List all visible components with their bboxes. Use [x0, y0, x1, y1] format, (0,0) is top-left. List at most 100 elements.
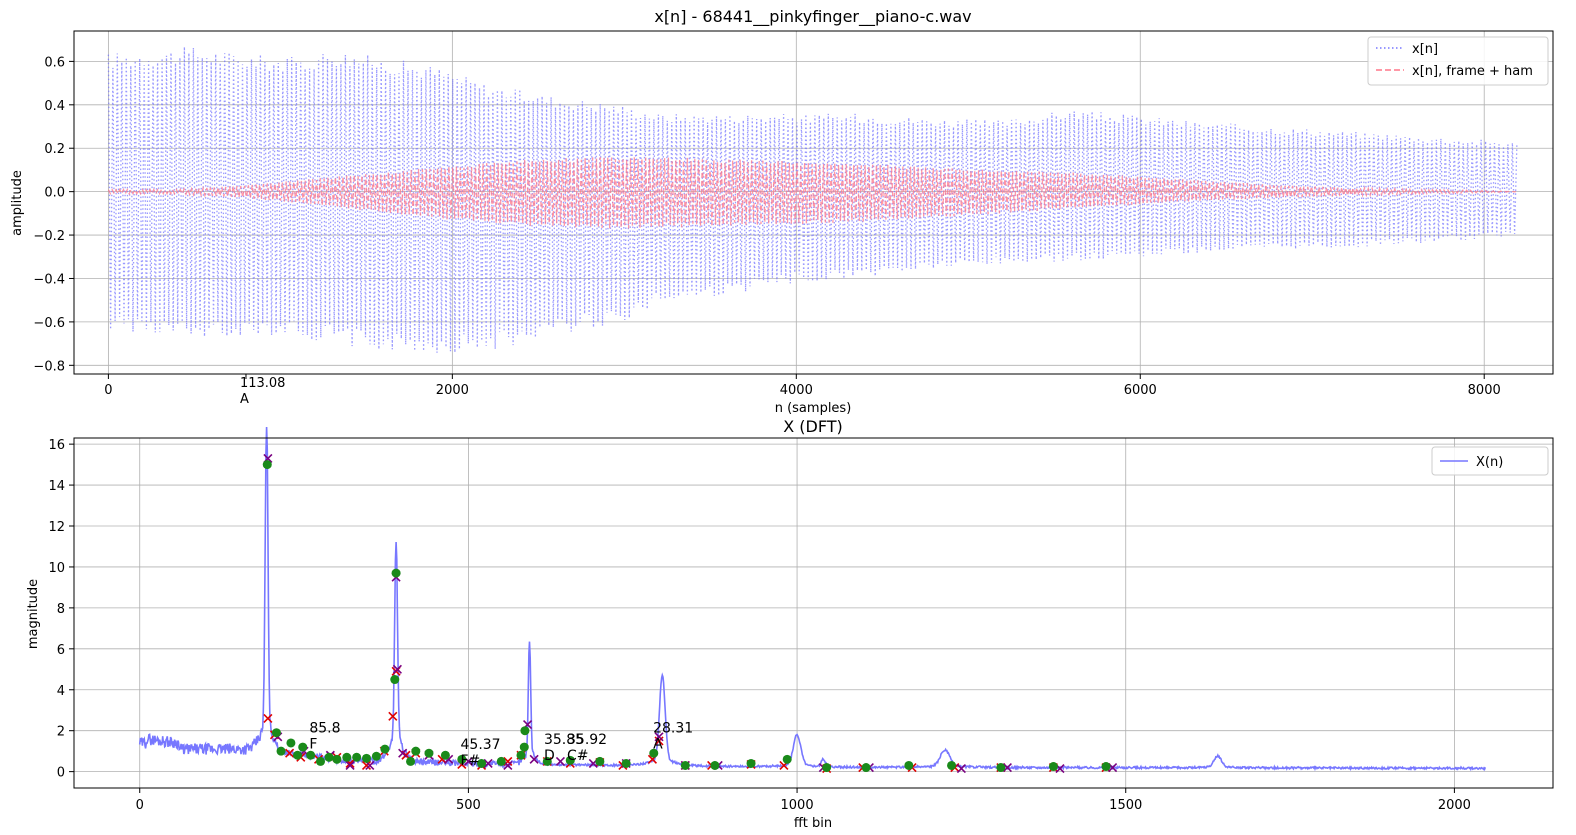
chart2-ytick-label: 16: [48, 438, 65, 453]
chart1-ytick-label: 0.4: [44, 99, 65, 114]
purple-cross-marker: [555, 756, 565, 766]
green-dot-marker: [271, 728, 281, 738]
red-cross-marker-stroke-b: [654, 736, 664, 746]
chart2-frame: [73, 437, 1554, 789]
chart1-ytick-label: −0.2: [33, 229, 65, 244]
red-cross-marker-stroke-b: [388, 711, 398, 721]
green-dot-marker: [621, 758, 631, 768]
green-dot-marker: [286, 738, 296, 748]
purple-cross-marker-stroke-b: [392, 664, 402, 674]
chart2-ytick-label: 10: [48, 561, 65, 576]
red-cross-marker: [263, 713, 273, 723]
green-dot-marker: [542, 756, 552, 766]
purple-cross-marker: [398, 748, 408, 758]
legend-label-xn: x[n]: [1412, 42, 1438, 57]
green-dot-marker: [520, 726, 530, 736]
chart2-xtick-label: 0: [136, 798, 144, 813]
chart2-ylabel: magnitude: [26, 579, 41, 649]
green-dot-marker: [440, 750, 450, 760]
green-dot-marker: [411, 746, 421, 756]
peak-annotation-note: F: [309, 737, 317, 753]
chart2-ytick-label: 0: [57, 766, 65, 781]
red-cross-marker-stroke-b: [401, 750, 411, 760]
green-dot-marker: [332, 754, 342, 764]
purple-cross-marker-stroke-b: [529, 754, 539, 764]
chart1-legend: x[n] x[n], frame + ham: [1367, 36, 1549, 86]
purple-cross-marker-stroke-b: [654, 732, 664, 742]
purple-cross-marker-stroke-b: [365, 760, 375, 771]
purple-cross-marker-stroke-b: [398, 748, 408, 758]
chart2-xlabel: fft bin: [794, 816, 832, 831]
purple-cross-marker: [345, 760, 355, 771]
series-Xn-line: [138, 426, 1487, 772]
chart2-ytick-label: 6: [57, 643, 65, 658]
red-cross-marker: [285, 748, 295, 758]
green-dot-marker: [306, 750, 316, 760]
peak-annotation-value: 35.85: [544, 732, 584, 748]
purple-cross-marker-stroke-b: [503, 760, 513, 771]
red-cross-marker-stroke-b: [503, 756, 513, 766]
red-cross-marker-stroke-b: [345, 758, 355, 769]
chart1-extra-tick-note: A: [240, 392, 249, 407]
peak-annotation-value: 35.92: [567, 732, 607, 748]
time-domain-chart: x[n] - 68441__pinkyfinger__piano-c.wav 0…: [10, 7, 1554, 416]
chart2-ytick-label: 8: [57, 602, 65, 617]
green-dot-marker: [380, 744, 390, 754]
green-dot-marker: [390, 675, 400, 685]
chart2-legend-box: [1431, 446, 1549, 476]
legend-label-Xn: X(n): [1476, 455, 1503, 470]
green-dot-marker: [516, 750, 526, 760]
chart2-ytick-label: 12: [48, 520, 65, 535]
chart1-ytick-label: 0.0: [44, 186, 65, 201]
red-cross-marker: [503, 756, 513, 766]
green-dot-marker: [947, 760, 957, 770]
green-dot-marker: [496, 756, 506, 766]
green-dot-marker: [262, 460, 272, 470]
chart1-ticks: 0 2000 4000 6000 8000 113.08A −0.8 −0.6 −0.4 −0.2…: [33, 55, 1500, 407]
green-dot-marker: [362, 753, 372, 763]
chart1-xtick-label: 6000: [1124, 383, 1157, 398]
series-xn-line: [107, 46, 1518, 353]
green-dot-marker: [391, 568, 401, 578]
chart2-ytick-label: 2: [57, 725, 65, 740]
purple-cross-marker-stroke-b: [345, 760, 355, 771]
green-dot-marker: [746, 758, 756, 768]
chart2-ytick-label: 14: [48, 479, 65, 494]
green-dot-marker: [298, 742, 308, 752]
purple-cross-marker: [529, 754, 539, 764]
red-cross-marker-stroke-b: [263, 713, 273, 723]
chart1-xtick-label: 8000: [1468, 383, 1501, 398]
chart2-ytick-label: 4: [57, 684, 65, 699]
purple-cross-marker-stroke-b: [1002, 762, 1012, 773]
green-dot-marker: [996, 763, 1006, 773]
purple-cross-marker: [365, 760, 375, 771]
purple-cross-marker: [956, 763, 966, 774]
purple-cross-marker-stroke-b: [463, 756, 473, 766]
chart1-xtick-label: 0: [104, 383, 112, 398]
peak-annotation-note: D: [544, 748, 555, 764]
purple-cross-marker: [1002, 762, 1012, 773]
green-dot-marker: [649, 748, 659, 758]
green-dot-marker: [342, 752, 352, 762]
green-dot-marker: [595, 756, 605, 766]
chart2-xtick-label: 1000: [781, 798, 814, 813]
chart2-xtick-label: 2000: [1438, 798, 1471, 813]
chart2-xtick-label: 500: [456, 798, 481, 813]
purple-cross-marker-stroke-b: [555, 756, 565, 766]
chart1-title: x[n] - 68441__pinkyfinger__piano-c.wav: [654, 7, 971, 27]
green-dot-marker: [519, 742, 529, 752]
chart2-xtick-label: 1500: [1109, 798, 1142, 813]
red-cross-marker: [388, 711, 398, 721]
chart1-ytick-label: −0.4: [33, 272, 65, 287]
chart1-xtick-label: 2000: [436, 383, 469, 398]
peak-annotation-note: A: [653, 737, 663, 753]
green-dot-marker: [352, 752, 362, 762]
chart1-frame: [73, 30, 1554, 375]
red-cross-marker-stroke-b: [285, 748, 295, 758]
chart2-ticks: 0 500 1000 1500 2000 0 2 4 6 8 10 12 14 16: [48, 438, 1470, 813]
chart2-title: X (DFT): [783, 417, 843, 436]
green-dot-marker: [861, 763, 871, 773]
purple-cross-marker: [483, 758, 493, 769]
green-dot-marker: [292, 750, 302, 760]
red-cross-marker: [654, 736, 664, 746]
